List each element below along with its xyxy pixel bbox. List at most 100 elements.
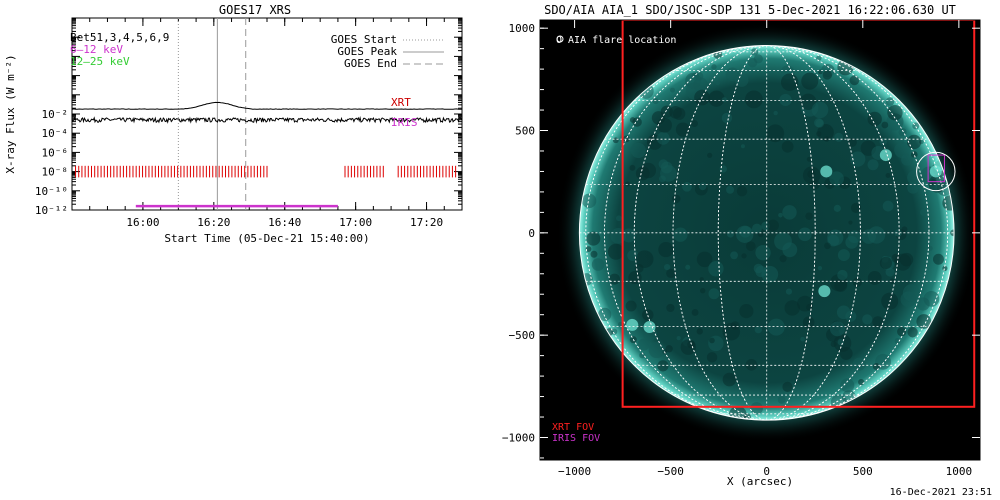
disk-mottle <box>741 253 747 259</box>
disk-mottle <box>942 265 948 271</box>
disk-mottle <box>648 342 665 359</box>
disk-mottle <box>615 215 622 222</box>
disk-mottle <box>610 227 627 244</box>
disk-mottle <box>736 225 754 243</box>
disk-mottle <box>897 138 904 145</box>
disk-mottle <box>675 122 691 137</box>
disk-mottle <box>887 104 903 121</box>
disk-mottle <box>867 226 886 244</box>
disk-mottle <box>858 379 865 386</box>
disk-mottle <box>684 82 689 87</box>
disk-mottle <box>767 219 779 232</box>
grid-longitude-line <box>604 45 930 421</box>
disk-mottle <box>665 345 673 353</box>
disk-mottle <box>845 235 859 249</box>
disk-mottle <box>708 90 725 107</box>
disk-mottle <box>734 73 749 87</box>
disk-mottle <box>807 170 816 179</box>
goes-plot-frame <box>71 17 463 211</box>
disk-mottle <box>691 309 699 316</box>
disk-mottle <box>836 305 851 320</box>
disk-mottle <box>816 55 822 61</box>
disk-mottle <box>829 171 844 186</box>
disk-mottle <box>850 202 862 213</box>
x-tick-label: 17:20 <box>410 216 443 229</box>
disk-mottle <box>767 318 785 336</box>
disk-mottle <box>867 159 879 171</box>
disk-mottle <box>839 347 853 360</box>
disk-mottle <box>885 267 895 277</box>
disk-mottle <box>754 325 762 334</box>
disk-mottle <box>889 278 896 285</box>
legend-flare-location-icon <box>556 35 564 43</box>
disk-mottle <box>822 70 833 80</box>
disk-mottle <box>669 106 682 119</box>
disk-mottle <box>802 316 815 329</box>
disk-mottle <box>824 242 831 250</box>
disk-mottle <box>673 227 688 242</box>
disk-mottle <box>635 166 650 181</box>
disk-mottle <box>722 372 737 387</box>
disk-mottle <box>598 307 612 321</box>
disk-mottle <box>916 297 930 311</box>
disk-mottle <box>907 170 922 185</box>
disk-mottle <box>664 263 671 271</box>
y-tick-label: 10⁻¹⁰ <box>35 185 68 198</box>
disk-mottle <box>872 363 880 371</box>
bright-region <box>626 318 639 331</box>
disk-mottle <box>635 250 654 268</box>
disk-mottle <box>711 64 717 70</box>
disk-mottle <box>885 97 895 106</box>
disk-mottle <box>766 124 785 143</box>
disk-mottle <box>736 186 748 197</box>
disk-mottle <box>899 252 914 267</box>
disk-mottle <box>784 300 800 316</box>
disk-mottle <box>919 208 927 216</box>
disk-mottle <box>670 87 676 93</box>
x-tick-label: 16:00 <box>126 216 159 229</box>
disk-mottle <box>708 261 724 277</box>
bright-region <box>820 165 833 178</box>
disk-mottle <box>694 72 704 81</box>
legend-energy-band-green: 12–25 keV <box>70 55 130 68</box>
aia-x-tick-label: 0 <box>763 465 770 478</box>
disk-mottle <box>585 246 592 252</box>
footer-timestamp: 16-Dec-2021 23:51 <box>890 487 992 498</box>
disk-mottle <box>722 322 741 341</box>
disk-mottle <box>591 258 605 271</box>
disk-mottle <box>726 185 735 194</box>
disk-mottle <box>608 273 620 285</box>
disk-mottle <box>666 303 675 313</box>
disk-mottle <box>642 309 654 321</box>
annotation-xrt: XRT <box>391 96 411 109</box>
disk-mottle <box>885 172 891 178</box>
disk-mottle <box>837 269 848 281</box>
disk-mottle <box>805 212 813 220</box>
disk-mottle <box>907 327 918 338</box>
disk-mottle <box>879 256 893 270</box>
disk-mottle <box>894 337 901 344</box>
disk-mottle <box>628 271 642 285</box>
disk-mottle <box>696 251 713 268</box>
disk-mottle <box>699 277 704 282</box>
disk-mottle <box>882 200 894 212</box>
x-tick-label: 16:40 <box>268 216 301 229</box>
aia-image-frame <box>539 19 981 461</box>
disk-mottle <box>897 327 907 337</box>
aia-y-tick-label: 1000 <box>509 22 536 35</box>
disk-mottle <box>658 159 669 169</box>
disk-mottle <box>607 243 624 260</box>
legend-energy-band-magenta: 6–12 keV <box>70 43 123 56</box>
aia-y-tick-label: 500 <box>515 125 535 138</box>
disk-mottle <box>755 245 771 261</box>
disk-mottle <box>707 152 713 158</box>
goes-x-axis: 16:00 16:20 16:40 17:00 17:20 <box>71 18 463 229</box>
disk-mottle <box>928 174 947 193</box>
disk-mottle <box>840 378 855 393</box>
y-tick-label: 10⁻¹² <box>35 204 68 217</box>
disk-mottle <box>816 131 822 137</box>
disk-mottle <box>629 117 636 123</box>
disk-mottle <box>817 124 834 141</box>
disk-mottle <box>849 75 860 86</box>
goes-series <box>71 101 463 125</box>
